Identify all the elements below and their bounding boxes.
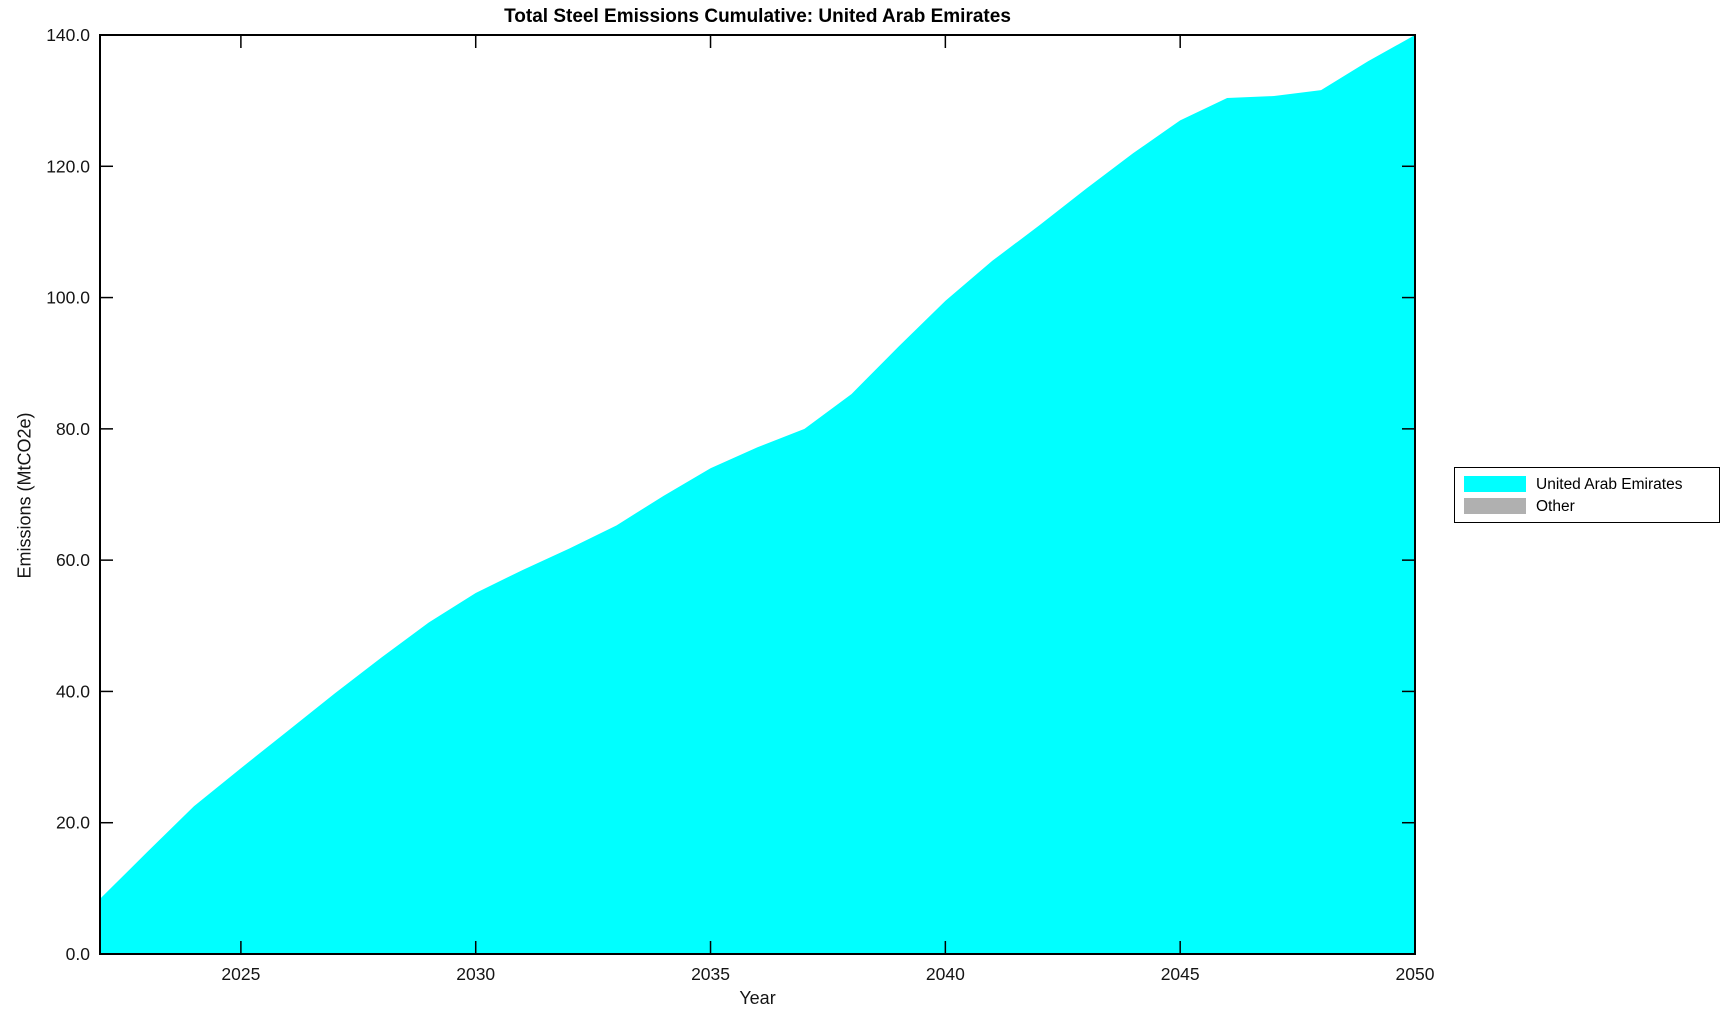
legend-swatch-united-arab-emirates	[1464, 476, 1526, 492]
x-tick-label: 2040	[926, 964, 965, 984]
x-tick-label: 2035	[691, 964, 730, 984]
x-tick-label: 2045	[1161, 964, 1200, 984]
chart-title: Total Steel Emissions Cumulative: United…	[504, 6, 1011, 27]
y-tick-label: 140.0	[46, 25, 90, 45]
y-tick-label: 60.0	[56, 550, 90, 570]
x-tick-label: 2025	[221, 964, 260, 984]
legend-item: United Arab Emirates	[1464, 476, 1719, 493]
area-united-arab-emirates	[100, 35, 1415, 954]
legend-label: Other	[1536, 497, 1575, 515]
y-tick-label: 120.0	[46, 156, 90, 176]
y-tick-label: 0.0	[66, 944, 91, 964]
x-tick-label: 2030	[456, 964, 495, 984]
y-tick-label: 100.0	[46, 288, 90, 308]
y-axis-label: Emissions (MtCO2e)	[14, 412, 35, 579]
y-tick-label: 80.0	[56, 419, 90, 439]
legend: United Arab Emirates Other	[1454, 467, 1720, 523]
plot-box	[99, 34, 1416, 955]
legend-item: Other	[1464, 498, 1719, 515]
legend-swatch-other	[1464, 498, 1526, 514]
y-tick-label: 20.0	[56, 813, 90, 833]
x-tick-label: 2050	[1396, 964, 1435, 984]
y-tick-label: 40.0	[56, 681, 90, 701]
x-axis-label: Year	[739, 988, 776, 1008]
legend-label: United Arab Emirates	[1536, 475, 1683, 493]
